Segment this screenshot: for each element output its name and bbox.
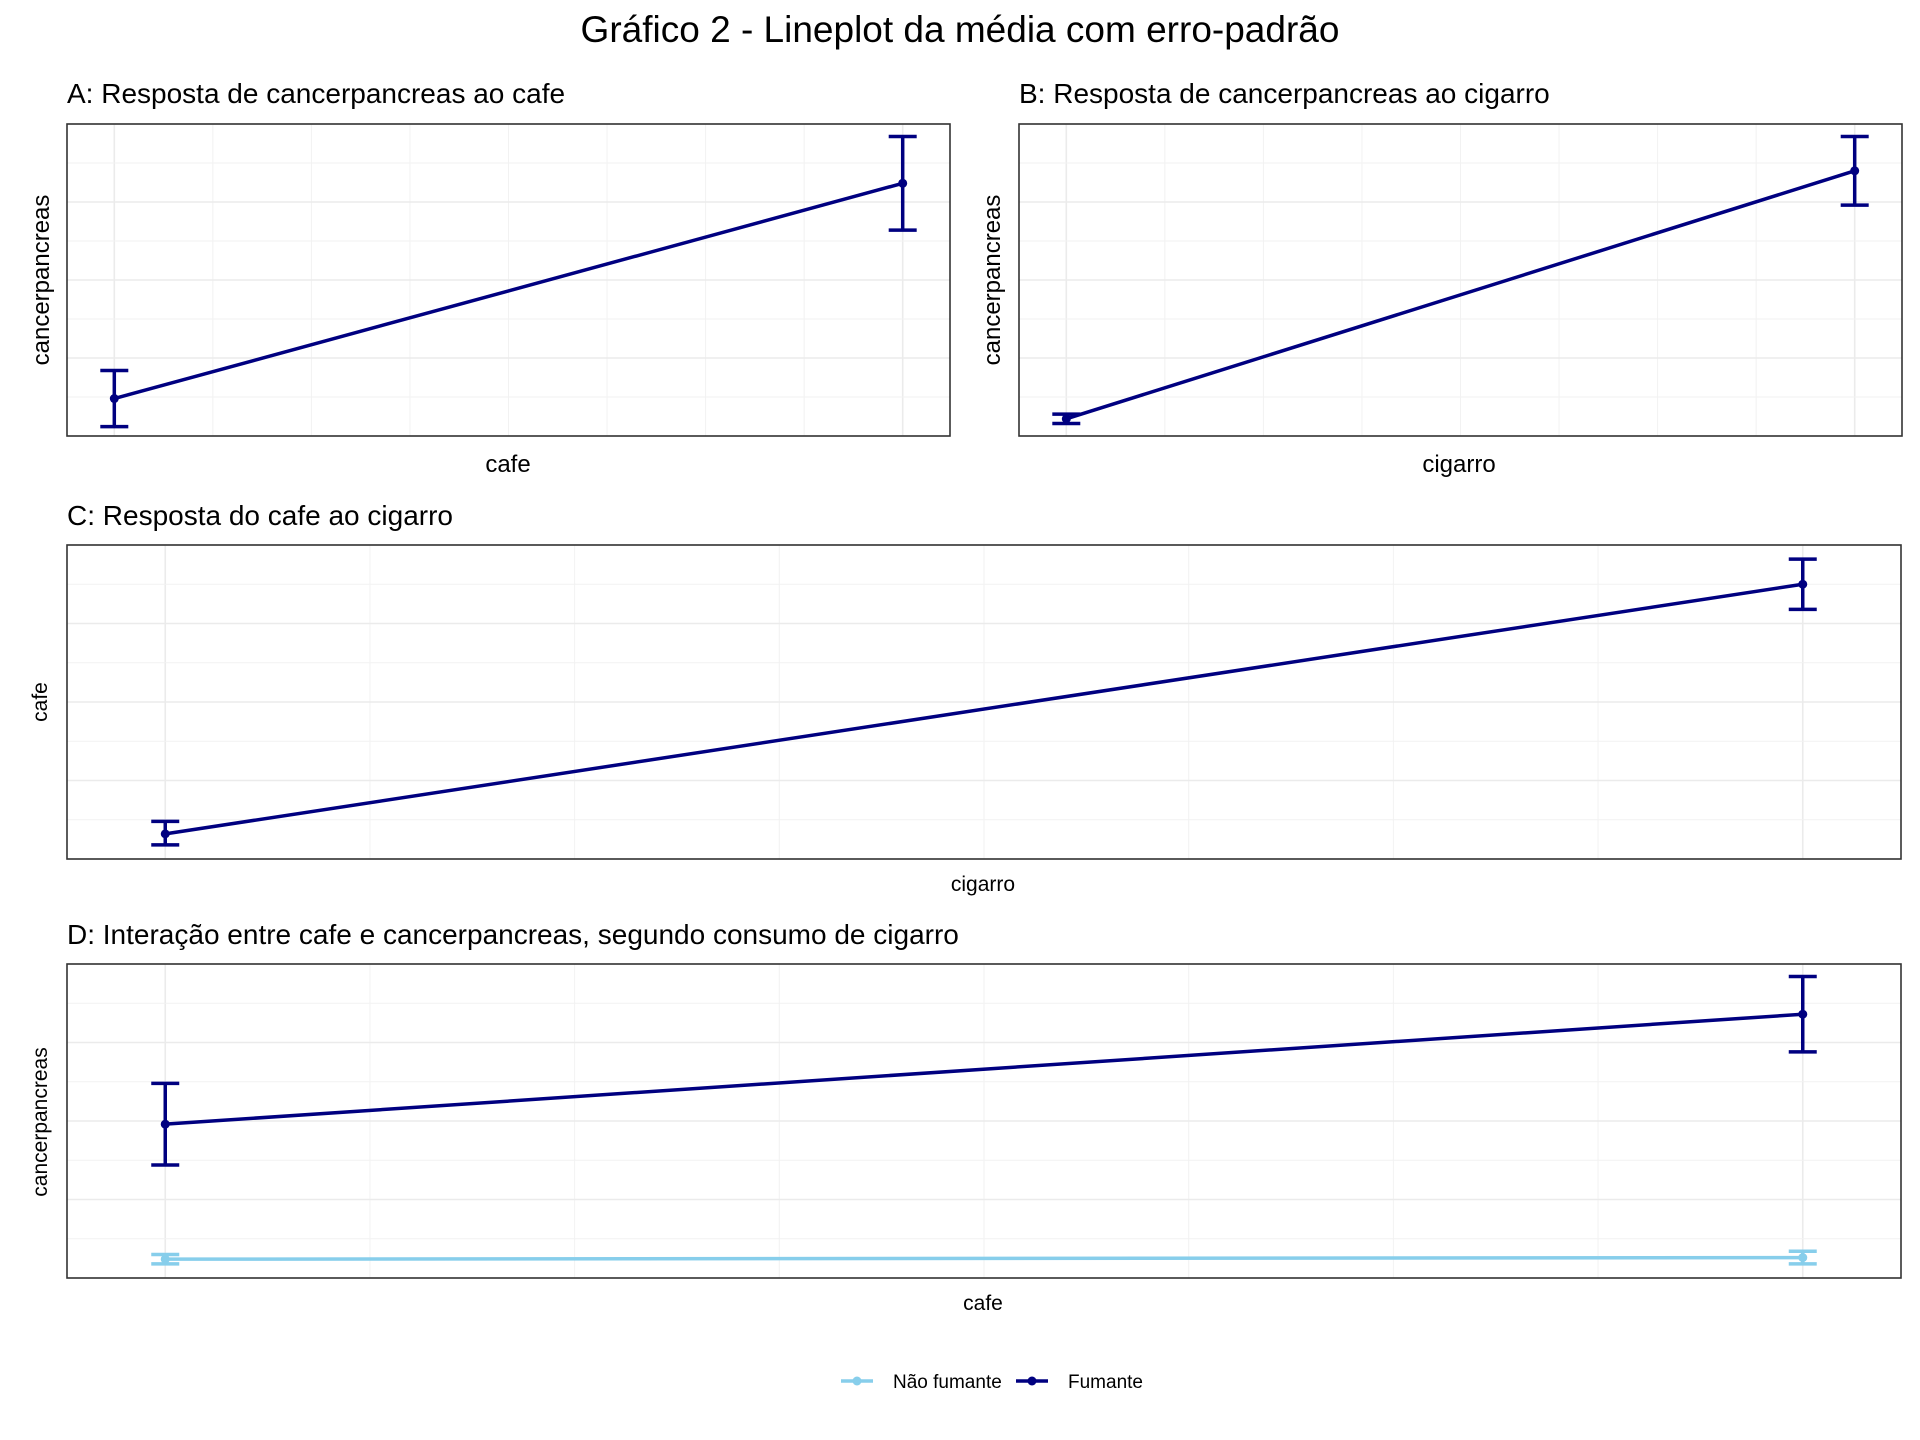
panel-d-mean-point-fumante (160, 1119, 170, 1129)
panel-d-frame (66, 963, 1902, 1279)
panel-a-plot (66, 123, 951, 437)
legend-dot-nao-fumante (852, 1376, 862, 1386)
panel-d-plot (66, 963, 1902, 1279)
panel-b-x-label: cigarro (1422, 451, 1495, 478)
legend-label-nao-fumante: Não fumante (893, 1372, 1002, 1393)
legend-label-fumante: Fumante (1068, 1372, 1143, 1393)
panel-d-title: D: Interação entre cafe e cancerpancreas… (67, 919, 959, 950)
panel-b-mean-point-series (1061, 414, 1071, 424)
panel-b-plot (1018, 123, 1903, 437)
panel-a: A: Resposta de cancerpancreas ao cafe ca… (28, 78, 951, 478)
legend-dot-fumante (1027, 1376, 1037, 1386)
panel-a-mean-point-series (898, 178, 908, 188)
panel-b-y-label: cancerpancreas (979, 195, 1006, 366)
figure-title: Gráfico 2 - Lineplot da média com erro-p… (581, 9, 1340, 50)
panel-d-x-label: cafe (963, 1292, 1003, 1315)
panel-c-mean-point-series (1798, 579, 1808, 589)
panel-c-frame (66, 544, 1902, 860)
panel-d-y-label: cancerpancreas (29, 1047, 52, 1196)
legend-item-nao-fumante: Não fumante (841, 1372, 1002, 1393)
panel-d-mean-point-fumante (1798, 1009, 1808, 1019)
panel-c-x-label: cigarro (951, 873, 1015, 896)
panel-d-series-line-fumante (165, 1012, 1803, 1126)
panel-a-title: A: Resposta de cancerpancreas ao cafe (67, 78, 565, 109)
panel-d-mean-point-n-o-fumante (1798, 1253, 1808, 1263)
panel-b-title: B: Resposta de cancerpancreas ao cigarro (1019, 78, 1550, 109)
panel-a-y-label: cancerpancreas (28, 195, 55, 366)
panel-d-mean-point-n-o-fumante (160, 1254, 170, 1264)
panel-c-title: C: Resposta do cafe ao cigarro (67, 500, 453, 531)
panel-c-y-label: cafe (29, 682, 52, 722)
panel-a-frame (66, 123, 951, 437)
legend: Não fumante Fumante (841, 1372, 1143, 1393)
panel-b-series-line-series (1065, 169, 1856, 421)
panel-a-x-label: cafe (485, 451, 530, 478)
panel-b-mean-point-series (1850, 166, 1860, 176)
panel-c-mean-point-series (160, 829, 170, 839)
legend-item-fumante: Fumante (1016, 1372, 1143, 1393)
panel-a-mean-point-series (109, 394, 119, 404)
panel-a-series-line-series (113, 181, 904, 401)
panel-c: C: Resposta do cafe ao cigarro cigarro c… (29, 500, 1902, 896)
panel-d-series-line-n-o-fumante (165, 1255, 1803, 1261)
panel-d: D: Interação entre cafe e cancerpancreas… (29, 919, 1902, 1315)
panel-c-plot (66, 544, 1902, 860)
panel-b: B: Resposta de cancerpancreas ao cigarro… (979, 78, 1903, 478)
panel-b-frame (1018, 123, 1903, 437)
panel-c-series-line-series (164, 582, 1804, 836)
